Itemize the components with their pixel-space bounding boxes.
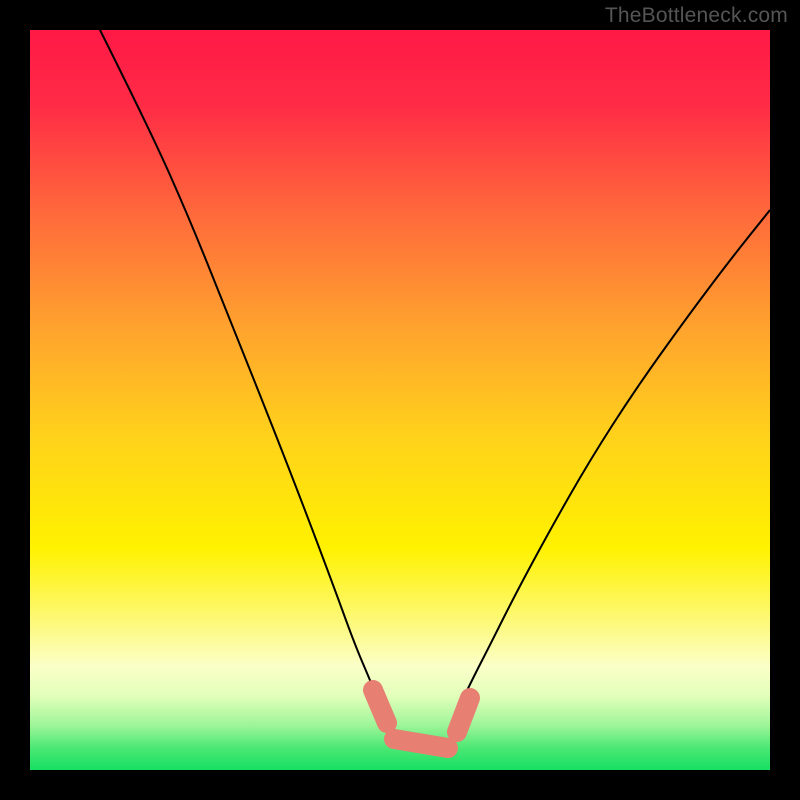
plot-background: [30, 30, 770, 770]
chart-container: TheBottleneck.com: [0, 0, 800, 800]
salmon-segment-2: [457, 698, 470, 732]
watermark-text: TheBottleneck.com: [605, 4, 788, 28]
salmon-segment-0: [373, 690, 387, 723]
v-curve-chart: [0, 0, 800, 800]
salmon-segment-1: [394, 739, 448, 748]
